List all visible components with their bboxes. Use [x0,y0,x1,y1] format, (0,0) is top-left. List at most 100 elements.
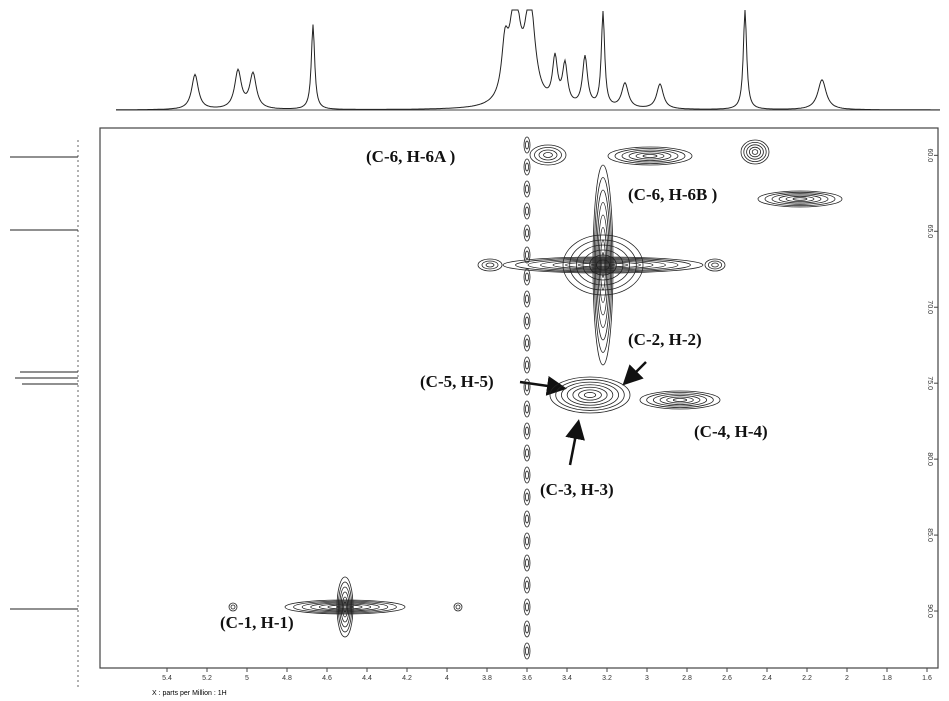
contour [453,602,463,612]
contour [592,164,614,366]
x-tick-label: 4.6 [322,675,332,682]
contour [477,258,503,272]
x-tick-label: 3.6 [522,675,532,682]
x-tick-label: 5 [245,675,249,682]
contour [646,392,714,408]
annotation: (C-1, H-1) [220,613,294,632]
contour [339,586,351,628]
contour [525,492,529,502]
contour [635,152,665,160]
contour [523,312,531,330]
annotation: (C-5, H-5) [420,372,494,391]
contour [527,258,679,272]
contour [566,384,614,406]
contour [746,144,764,160]
contour [515,257,691,273]
contour [523,532,531,550]
contour [523,466,531,484]
x-tick-label: 1.8 [882,675,892,682]
y-tick-label: 75.0 [926,376,933,390]
contour [523,356,531,374]
contour [565,261,641,269]
contour [525,470,529,480]
contour [336,576,354,638]
contour [582,249,624,281]
contour [327,604,363,610]
contour [595,259,611,271]
y-tick-label: 70.0 [926,300,933,314]
contour [572,386,608,404]
contour [523,642,531,660]
contour [228,602,238,612]
contour [523,422,531,440]
contour [523,136,531,154]
contour [523,400,531,418]
contour [525,514,529,524]
contour [621,149,679,163]
x-tick-label: 2 [845,675,849,682]
contour [523,576,531,594]
contour [601,252,605,278]
contour [555,379,625,411]
contour [561,381,619,409]
contour [596,202,610,328]
contour [525,646,529,656]
x-tick-label: 2.2 [802,675,812,682]
contour [751,149,759,155]
contour [525,602,529,612]
contour [597,214,609,316]
x-tick-label: 1.6 [922,675,932,682]
annotation: (C-2, H-2) [628,330,702,349]
contour [569,239,637,291]
contour [778,194,822,204]
x-tick-label: 3 [645,675,649,682]
contour [538,149,558,161]
contour [590,263,616,267]
contour [628,151,672,161]
contour [525,250,529,260]
contour [523,180,531,198]
annotation: (C-4, H-4) [694,422,768,441]
contour [614,148,686,164]
contour [757,190,843,208]
contour [589,254,617,276]
contour [525,228,529,238]
contour [336,605,354,609]
contour [785,195,815,203]
contour [593,177,613,353]
contour [523,224,531,242]
contour [525,580,529,590]
contour [707,260,723,270]
contour [595,189,611,341]
x-tick-label: 3.8 [482,675,492,682]
x-axis-label: X : parts per Million : 1H [152,690,227,697]
contour [540,259,666,271]
contour [525,162,529,172]
contour [562,234,644,296]
contour [529,144,567,166]
contour [525,624,529,634]
contour [523,202,531,220]
contour [523,444,531,462]
contours [228,136,843,660]
contour [749,146,762,158]
contour [607,146,693,166]
contour [525,426,529,436]
contour [704,258,726,272]
contour [525,140,529,150]
contour [525,536,529,546]
contour [578,389,602,401]
contour [771,193,829,205]
y-tick-label: 90.0 [926,604,933,618]
contour [672,398,688,402]
contour [310,602,380,612]
projection-peaks [10,156,78,610]
contour [343,601,347,613]
contour [525,382,529,392]
contour [598,227,608,303]
x-tick-label: 2.8 [682,675,692,682]
y-tick-label: 65.0 [926,224,933,238]
y-tick-label: 60.0 [926,149,933,163]
x-tick-label: 3.2 [602,675,612,682]
